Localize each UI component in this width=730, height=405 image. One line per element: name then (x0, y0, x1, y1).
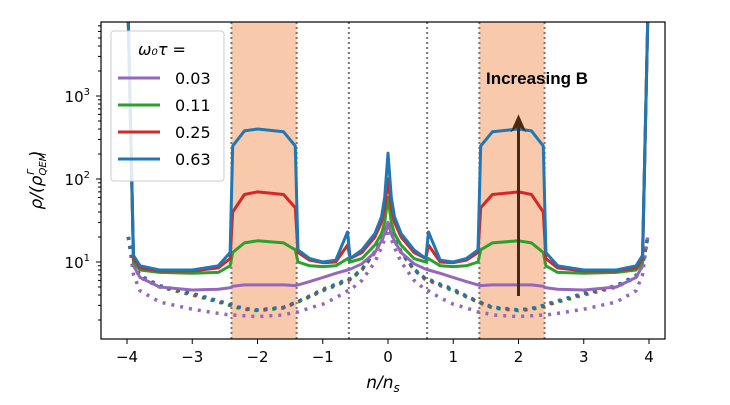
series-line-0.63 (126, 22, 650, 272)
annotation-increasing-b: Increasing B (486, 69, 588, 88)
x-tick-label: −1 (312, 348, 334, 366)
legend-label-0.11: 0.11 (175, 96, 211, 115)
series-line-dotted (126, 223, 650, 313)
series-line-dotted (126, 227, 650, 319)
legend: ω₀τ = 0.03 0.11 0.25 0.63 (110, 30, 225, 182)
legend-title: ω₀τ = (138, 40, 186, 59)
series-line-0.11 (126, 22, 650, 275)
legend-label-0.25: 0.25 (175, 123, 211, 142)
series-line-0.25 (126, 22, 650, 273)
y-tick-label: 103 (65, 87, 90, 106)
series-line-0.03 (126, 22, 650, 292)
shaded-region (231, 22, 297, 339)
y-tick-label: 101 (65, 253, 90, 272)
arrow-head (510, 114, 527, 133)
plot-frame (100, 21, 666, 340)
x-tick-label: 0 (383, 348, 393, 366)
x-tick-label: −4 (116, 348, 138, 366)
y-tick-label: 102 (65, 170, 90, 189)
x-tick-label: −3 (181, 348, 203, 366)
y-axis-label: ρ/(ρQEMΓ) (26, 151, 49, 210)
x-tick-label: −2 (246, 348, 268, 366)
x-tick-label: 1 (448, 348, 458, 366)
x-tick-label: 2 (514, 348, 524, 366)
x-axis-label: n/ns (366, 373, 400, 395)
x-tick-label: 4 (644, 348, 654, 366)
x-tick-label: 3 (579, 348, 589, 366)
legend-label-0.63: 0.63 (175, 150, 211, 169)
legend-label-0.03: 0.03 (175, 69, 211, 88)
